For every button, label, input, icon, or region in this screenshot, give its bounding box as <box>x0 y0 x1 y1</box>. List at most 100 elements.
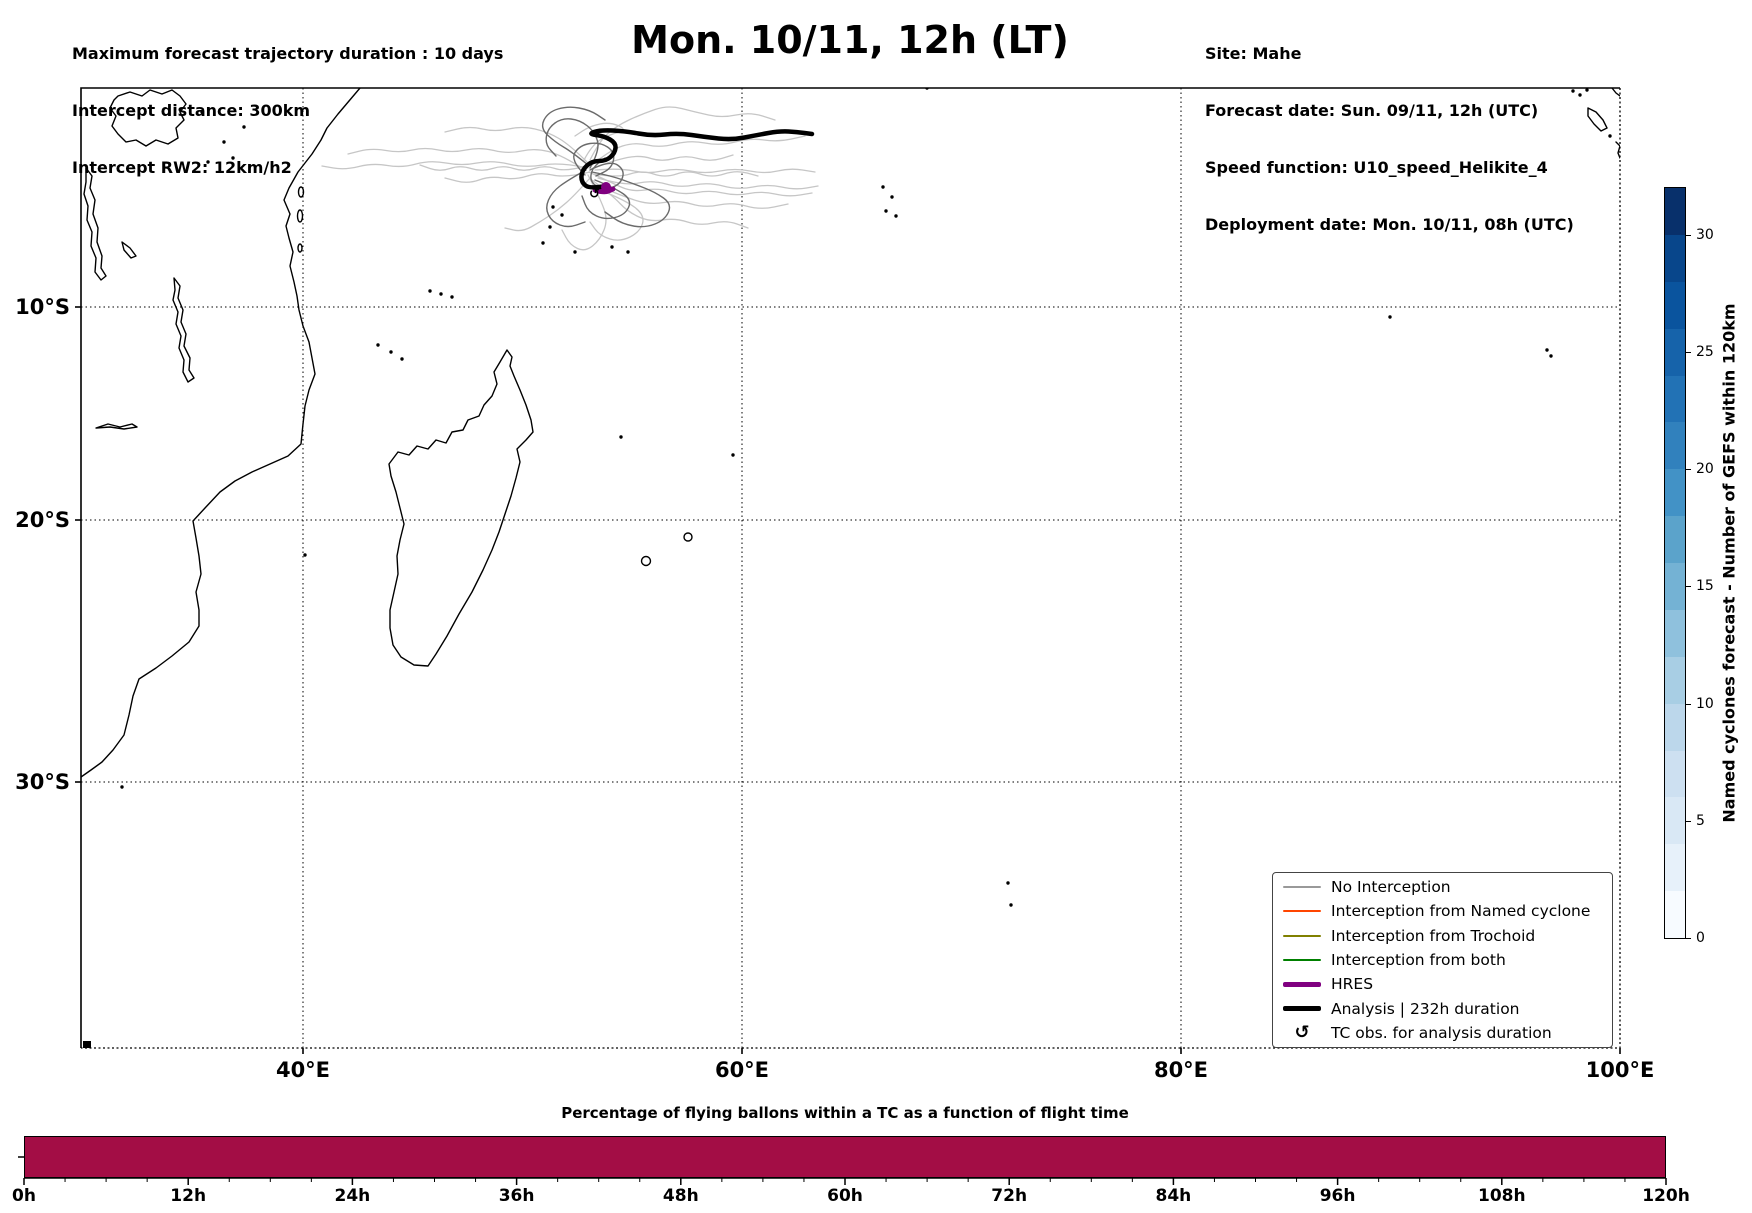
legend-line-sample <box>1283 981 1321 987</box>
bottom-chart-title: Percentage of flying ballons within a TC… <box>561 1104 1129 1122</box>
ensemble-trajectory-no-interception <box>444 126 588 163</box>
island-speck <box>400 357 404 361</box>
colorbar-segment <box>1665 609 1685 657</box>
island-speck <box>551 205 555 209</box>
legend-label: No Interception <box>1331 878 1451 897</box>
max-duration-text: Maximum forecast trajectory duration : 1… <box>72 44 504 63</box>
header-right-annotations: Site: Mahe Forecast date: Sun. 09/11, 12… <box>1205 6 1574 272</box>
lon-tick-label: 100°E <box>1585 1058 1655 1082</box>
colorbar-segment <box>1665 516 1685 563</box>
colorbar <box>1664 187 1686 939</box>
island-mauritius <box>683 532 693 542</box>
colorbar-segment <box>1665 281 1685 329</box>
analysis-trajectory <box>579 128 815 190</box>
bottom-x-tick-label: 48h <box>662 1186 699 1206</box>
rotate-ccw-icon: ↺ <box>1294 1021 1310 1043</box>
island-sumatra-fragment <box>1587 107 1608 132</box>
bottom-x-tick-label: 36h <box>498 1186 535 1206</box>
island-reunion <box>640 555 652 567</box>
ensemble-trajectory-no-interception <box>321 161 589 170</box>
island-speck <box>1585 88 1589 92</box>
bottom-x-tick-label: 60h <box>827 1186 863 1206</box>
lat-tick-label: 20°S <box>15 508 70 532</box>
legend-line-sample <box>1283 934 1321 937</box>
bottom-x-tick-label: 12h <box>170 1186 207 1206</box>
legend-item: Interception from Named cyclone <box>1273 900 1612 923</box>
colorbar-tick-label: 30 <box>1696 226 1714 243</box>
colorbar-tick-label: 10 <box>1696 695 1714 712</box>
map-axis-ticks <box>75 306 1621 1054</box>
bottom-x-tick-label: 0h <box>12 1186 36 1206</box>
lake-victoria <box>109 89 187 147</box>
bottom-x-tick-label: 24h <box>334 1186 371 1206</box>
island-speck <box>376 343 380 347</box>
island-speck <box>303 553 307 557</box>
ensemble-trajectory-no-interception <box>347 147 586 171</box>
ensemble-trajectory-no-interception <box>444 171 591 183</box>
ensemble-trajectory-no-interception <box>588 171 813 197</box>
colorbar-segment <box>1665 188 1685 235</box>
page-title: Mon. 10/11, 12h (LT) <box>631 18 1069 62</box>
colorbar-tick-label: 20 <box>1696 461 1714 478</box>
ensemble-trajectory-no-interception <box>595 184 789 209</box>
lake-malawi <box>172 277 195 383</box>
colorbar-segment <box>1665 656 1685 704</box>
speed-function-text: Speed function: U10_speed_Helikite_4 <box>1205 158 1548 177</box>
island-speck <box>925 88 929 90</box>
deployment-date-text: Deployment date: Mon. 10/11, 08h (UTC) <box>1205 215 1574 234</box>
ensemble-trajectory-no-interception <box>592 154 734 169</box>
ensemble-trajectory-no-interception <box>593 171 759 177</box>
bottom-x-tick-label: 120h <box>1642 1186 1690 1206</box>
lat-tick-label: 10°S <box>15 295 70 319</box>
legend-line <box>1283 1006 1321 1012</box>
forecast-date-text: Forecast date: Sun. 09/11, 12h (UTC) <box>1205 101 1539 120</box>
lon-tick-label: 40°E <box>275 1058 331 1082</box>
island-speck <box>231 156 235 160</box>
island-speck <box>918 81 921 84</box>
legend-item: No Interception <box>1273 876 1612 899</box>
legend-item: ↺ TC obs. for analysis duration <box>1273 1021 1612 1044</box>
island-speck <box>1571 89 1575 93</box>
legend-line <box>1283 958 1321 961</box>
island-speck <box>200 110 204 114</box>
island-speck <box>610 245 614 249</box>
legend-item: HRES <box>1273 973 1612 996</box>
colorbar-tick <box>1686 234 1691 236</box>
coast-corner-fragment <box>1615 141 1620 159</box>
hres-position-dot <box>601 182 611 192</box>
legend-line-sample <box>1283 1006 1321 1012</box>
bottom-x-tick-label: 108h <box>1478 1186 1526 1206</box>
island-speck <box>1009 903 1013 907</box>
legend-label: Analysis | 232h duration <box>1331 999 1520 1018</box>
legend-item: Interception from Trochoid <box>1273 924 1612 947</box>
island-speck <box>881 185 885 189</box>
island-speck <box>626 250 630 254</box>
colorbar-segment <box>1665 375 1685 423</box>
ensemble-trajectory-no-interception <box>561 174 607 251</box>
legend-line <box>1283 934 1321 937</box>
colorbar-tick-label: 5 <box>1696 812 1705 829</box>
coast-top-corner <box>1611 88 1620 97</box>
coastline-madagascar <box>388 349 534 667</box>
colorbar-segment <box>1665 422 1685 470</box>
bottom-x-tick-label: 72h <box>991 1186 1028 1206</box>
coastline-africa <box>81 88 361 778</box>
colorbar-tick-label: 25 <box>1696 344 1714 361</box>
island-speck <box>389 350 393 354</box>
legend-item: Analysis | 232h duration <box>1273 997 1612 1020</box>
colorbar-tick <box>1686 703 1691 705</box>
ensemble-trajectory-no-interception <box>597 177 819 190</box>
island-speck <box>1549 354 1553 358</box>
island-zanzibar <box>296 209 304 223</box>
island-speck <box>890 195 894 199</box>
legend-label: Interception from both <box>1331 950 1506 969</box>
legend-line <box>1283 886 1321 889</box>
island-speck <box>731 453 735 457</box>
ensemble-trajectory-dense <box>541 106 606 166</box>
island-speck <box>120 785 124 789</box>
legend-line-sample <box>1283 886 1321 889</box>
lake-rukwa <box>121 241 137 259</box>
island-speck <box>439 292 443 296</box>
island-speck <box>573 250 577 254</box>
island-speck <box>884 209 888 213</box>
